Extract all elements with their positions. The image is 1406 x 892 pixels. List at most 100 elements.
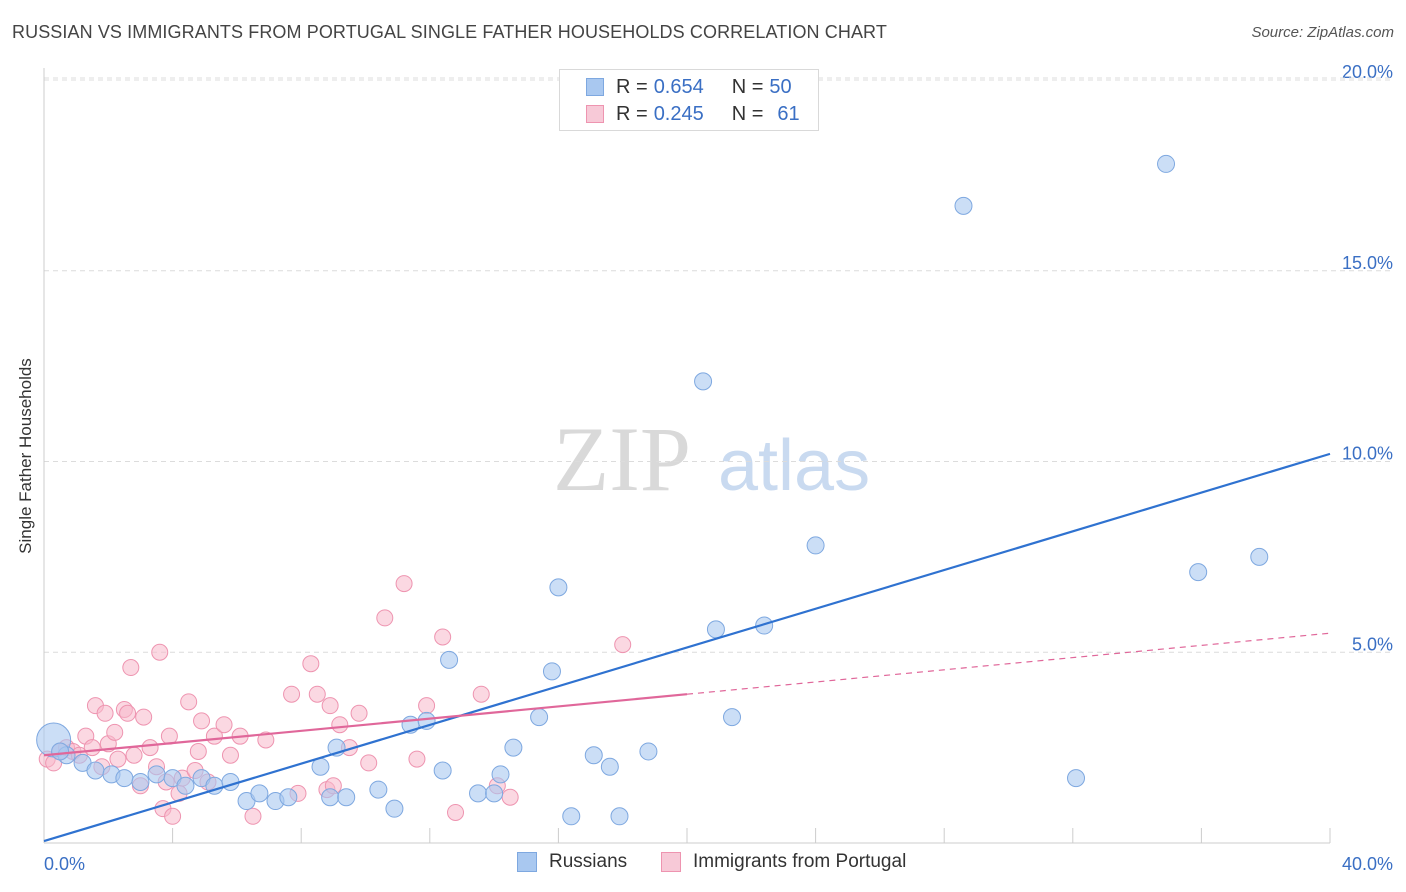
portugal-point <box>331 716 349 734</box>
portugal-point <box>119 704 137 722</box>
y-tick-label: 15.0% <box>1342 253 1393 273</box>
r-label: R = <box>616 75 648 98</box>
portugal-point <box>221 746 239 764</box>
n-label: N = <box>731 75 764 98</box>
russians-point <box>1067 769 1086 788</box>
russians-point <box>469 784 488 803</box>
russians-point <box>562 807 581 826</box>
russians-point <box>491 765 510 784</box>
portugal-point <box>122 659 140 677</box>
russians-point <box>485 784 504 803</box>
russians-point <box>549 578 568 597</box>
portugal-point <box>434 628 452 646</box>
russians-point <box>755 616 774 635</box>
russians-point <box>706 620 725 639</box>
russians-swatch <box>586 78 604 96</box>
legend-item-portugal: Immigrants from Portugal <box>661 851 906 873</box>
russians-point <box>51 742 70 761</box>
portugal-point <box>283 685 301 703</box>
portugal-point <box>109 750 127 768</box>
portugal-point <box>151 643 169 661</box>
r-label: R = <box>616 102 648 125</box>
y-tick-label: 5.0% <box>1352 634 1393 654</box>
russians-point <box>639 742 658 761</box>
legend-row-russians: R = 0.654 N = 50 <box>586 75 792 99</box>
russians-trendline <box>43 452 1331 843</box>
russians-point <box>542 662 561 681</box>
portugal-point <box>244 807 262 825</box>
correlation-legend: R = 0.654 N = 50 R = 0.245 N = 61 <box>559 69 819 131</box>
russians-point <box>221 772 240 791</box>
russians-point <box>1157 154 1176 173</box>
x-tick-label: 40.0% <box>1342 854 1393 874</box>
portugal-point <box>614 636 632 654</box>
portugal-trendline <box>43 693 688 757</box>
r-value: 0.245 <box>653 102 704 125</box>
portugal-point <box>135 708 153 726</box>
russians-point <box>440 650 459 669</box>
portugal-trendline-extension <box>686 632 1331 695</box>
russians-legend-swatch <box>517 852 537 872</box>
portugal-point <box>193 712 211 730</box>
n-value: 61 <box>777 102 800 125</box>
portugal-point <box>302 655 320 673</box>
portugal-point <box>96 704 114 722</box>
russians-point <box>369 780 388 799</box>
portugal-point <box>106 723 124 741</box>
legend-label-portugal: Immigrants from Portugal <box>693 851 907 872</box>
r-value: 0.654 <box>653 75 704 98</box>
russians-point <box>115 769 134 788</box>
portugal-point <box>321 697 339 715</box>
n-value: 50 <box>769 75 792 98</box>
russians-point <box>279 788 298 807</box>
russians-point <box>337 788 356 807</box>
portugal-point <box>408 750 426 768</box>
x-tick-label: 0.0% <box>44 854 85 874</box>
portugal-point <box>501 788 519 806</box>
portugal-point <box>257 731 275 749</box>
russians-point <box>530 708 549 727</box>
russians-point <box>806 536 825 555</box>
portugal-point <box>376 609 394 627</box>
portugal-point <box>395 575 413 593</box>
portugal-point <box>215 716 233 734</box>
russians-point <box>1189 563 1208 582</box>
russians-point <box>433 761 452 780</box>
portugal-point <box>125 746 143 764</box>
legend-item-russians: Russians <box>517 851 627 873</box>
portugal-point <box>472 685 490 703</box>
legend-row-portugal: R = 0.245 N = 61 <box>586 102 800 126</box>
portugal-point <box>308 685 326 703</box>
portugal-point <box>141 739 159 757</box>
portugal-legend-swatch <box>661 852 681 872</box>
source-credit: Source: ZipAtlas.com <box>1251 24 1394 41</box>
portugal-point <box>360 754 378 772</box>
russians-point <box>610 807 629 826</box>
russians-point <box>176 776 195 795</box>
y-axis-label: Single Father Households <box>16 358 35 554</box>
portugal-point <box>189 742 207 760</box>
russians-point <box>250 784 269 803</box>
portugal-point <box>164 807 182 825</box>
portugal-point <box>180 693 198 711</box>
russians-point <box>954 196 973 215</box>
russians-point <box>321 788 340 807</box>
russians-point <box>131 772 150 791</box>
series-legend: Russians Immigrants from Portugal <box>0 851 1406 877</box>
legend-label-russians: Russians <box>549 851 628 872</box>
russians-point <box>1250 547 1269 566</box>
portugal-point <box>350 704 368 722</box>
portugal-point <box>447 803 465 821</box>
russians-point <box>86 761 105 780</box>
russians-point <box>600 757 619 776</box>
russians-point <box>723 708 742 727</box>
portugal-point <box>83 739 101 757</box>
russians-point <box>385 799 404 818</box>
watermark-zip: ZIP <box>553 408 691 510</box>
russians-point <box>584 746 603 765</box>
portugal-point <box>418 697 436 715</box>
watermark-atlas: atlas <box>718 426 870 506</box>
y-tick-label: 20.0% <box>1342 62 1393 82</box>
y-tick-label: 10.0% <box>1342 444 1393 464</box>
